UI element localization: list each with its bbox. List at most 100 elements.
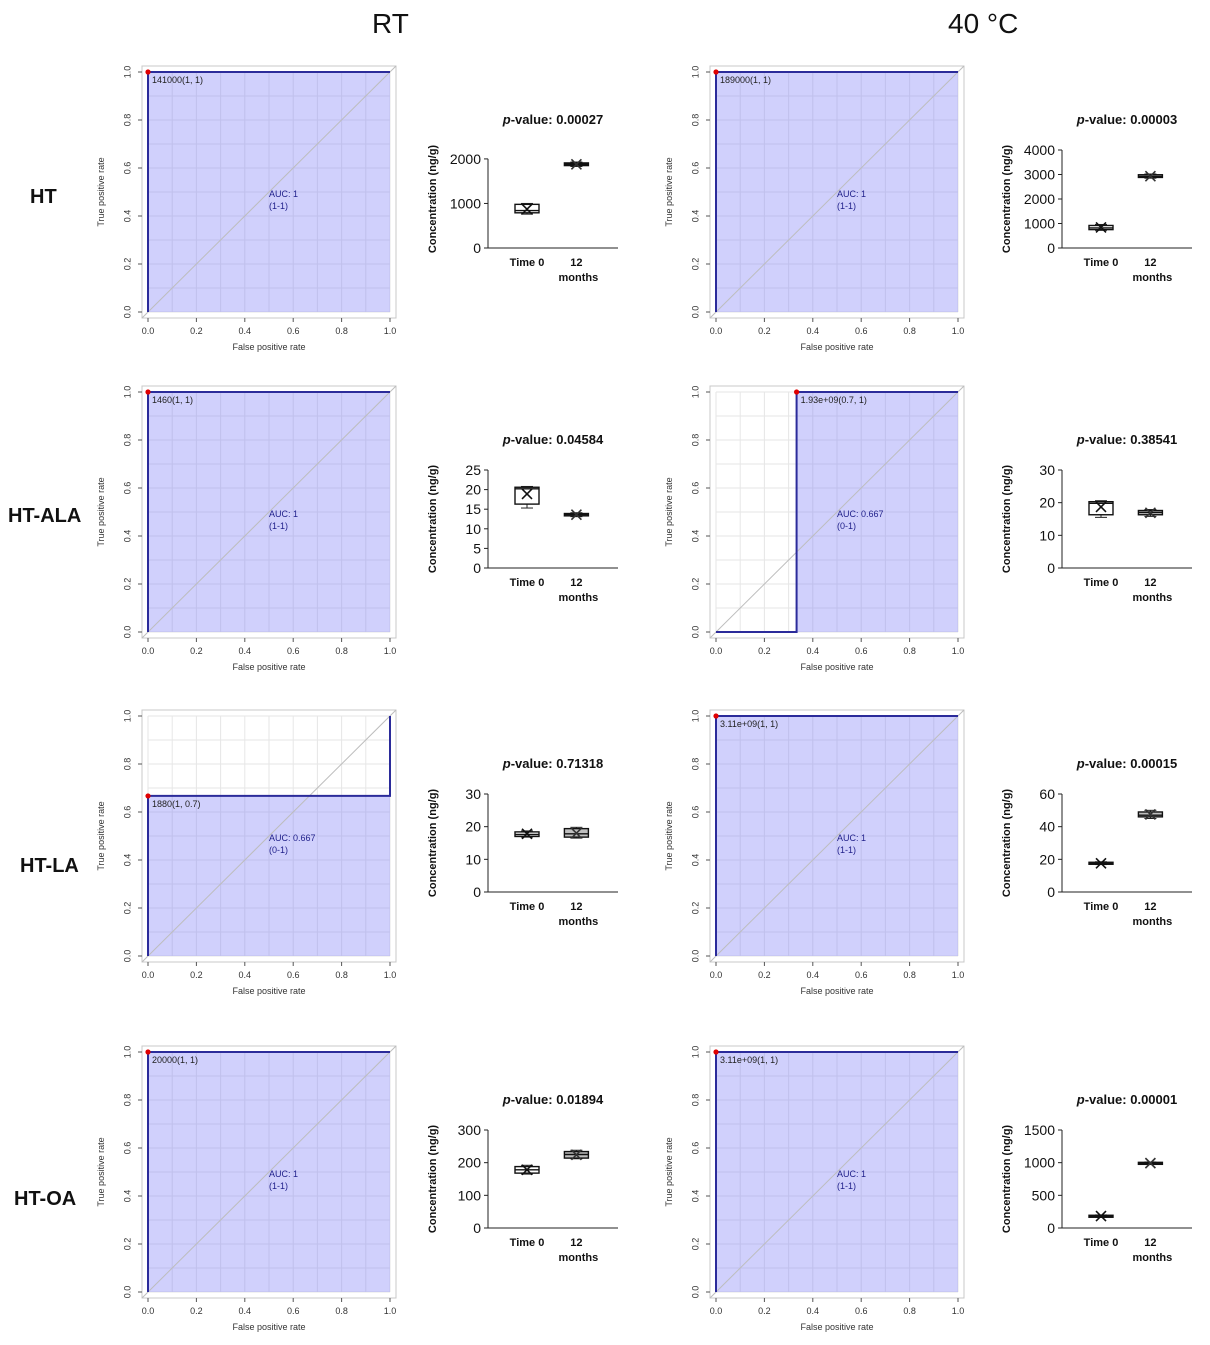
y-tick-label: 1.0	[122, 1046, 132, 1059]
pvalue-value: -value: 0.00001	[1085, 1092, 1178, 1107]
pvalue-p: p	[1076, 756, 1085, 771]
threshold-point	[713, 69, 719, 75]
y-tick-label: 0.0	[122, 1286, 132, 1299]
x-tick-label: 1.0	[384, 1306, 397, 1316]
chance-diagonal	[141, 1045, 397, 1299]
pvalue-value: -value: 0.38541	[1085, 432, 1178, 447]
x-tick-label: 1.0	[384, 646, 397, 656]
y-tick-label: 0.6	[122, 1142, 132, 1155]
pvalue-p: p	[502, 1092, 511, 1107]
x-axis-label: False positive rate	[232, 342, 305, 352]
chance-diagonal	[709, 709, 965, 963]
y-axis-label: True positive rate	[96, 477, 106, 546]
y-axis-label: True positive rate	[664, 157, 674, 226]
auc-label: AUC: 1	[837, 189, 866, 199]
y-tick-label: 40	[1039, 819, 1055, 835]
category-label-time0: Time 0	[1084, 1237, 1119, 1249]
category-label-months: months	[559, 272, 599, 284]
auc-label: AUC: 0.667	[837, 509, 884, 519]
y-axis-label: True positive rate	[96, 1137, 106, 1206]
y-tick-label: 0.4	[690, 210, 700, 223]
category-label-12: 12	[570, 257, 582, 269]
pvalue-title: p-value: 0.01894	[502, 1092, 604, 1107]
category-label-12: 12	[570, 1237, 582, 1249]
category-label-12: 12	[1144, 257, 1156, 269]
category-label-time0: Time 0	[1084, 901, 1119, 913]
threshold-point	[793, 389, 800, 395]
y-tick-label: 1.0	[690, 66, 700, 79]
x-tick-label: 0.0	[142, 970, 155, 980]
x-axis-label: False positive rate	[232, 662, 305, 672]
roc-plot-ht-la-rt: 1880(1, 0.7) AUC: 0.667 (0-1) 0.0 0.0 0.2 0.2 0…	[96, 709, 397, 996]
category-label-12: 12	[1144, 901, 1156, 913]
box-mean-marker	[521, 203, 533, 215]
y-tick-label: 1.0	[690, 386, 700, 399]
y-tick-label: 0.4	[122, 854, 132, 867]
y-tick-label: 300	[458, 1122, 482, 1138]
y-tick-label: 0	[473, 240, 481, 256]
x-tick-label: 0.6	[287, 646, 300, 656]
category-label-months: months	[1133, 1252, 1173, 1264]
roc-plot-ht-rt: 141000(1, 1) AUC: 1 (1-1) 0.0 0.0 0.2 0.2 0.4 0.…	[96, 65, 397, 352]
y-tick-label: 20	[465, 819, 481, 835]
y-tick-label: 0.4	[690, 1190, 700, 1203]
y-tick-label: 0.2	[690, 902, 700, 915]
y-axis-label: Concentration (ng/g)	[427, 145, 439, 253]
y-tick-label: 2000	[450, 151, 481, 167]
y-tick-label: 1000	[450, 195, 481, 211]
y-axis-label: True positive rate	[664, 477, 674, 546]
chance-diagonal	[141, 385, 397, 639]
chance-diagonal	[709, 65, 965, 319]
threshold-point	[713, 713, 719, 719]
x-tick-label: 1.0	[952, 646, 965, 656]
x-tick-label: 0.4	[239, 326, 252, 336]
x-tick-label: 0.0	[710, 646, 723, 656]
pvalue-title: p-value: 0.04584	[502, 432, 604, 447]
y-tick-label: 0.6	[122, 806, 132, 819]
roc-plot-ht-40c: 189000(1, 1) AUC: 1 (1-1) 0.0 0.0 0.2 0.2 0.4 0.…	[664, 65, 965, 352]
category-label-months: months	[559, 592, 599, 604]
y-tick-label: 0.8	[122, 1094, 132, 1107]
y-tick-label: 0.6	[690, 162, 700, 175]
auc-ci-label: (0-1)	[269, 845, 288, 855]
row-header-ht-ala: HT-ALA	[8, 505, 82, 527]
x-tick-label: 0.8	[903, 646, 916, 656]
auc-label: AUC: 1	[269, 1169, 298, 1179]
x-tick-label: 0.4	[807, 970, 820, 980]
pvalue-title: p-value: 0.00015	[1076, 756, 1177, 771]
x-axis-label: False positive rate	[800, 1322, 873, 1332]
x-tick-label: 0.0	[710, 970, 723, 980]
y-tick-label: 1.0	[690, 1046, 700, 1059]
y-tick-label: 0.4	[122, 530, 132, 543]
y-tick-label: 0	[473, 560, 481, 576]
pvalue-value: -value: 0.00015	[1085, 756, 1178, 771]
pvalue-title: p-value: 0.00001	[1076, 1092, 1177, 1107]
x-tick-label: 0.4	[807, 646, 820, 656]
y-tick-label: 60	[1039, 786, 1055, 802]
y-axis-label: Concentration (ng/g)	[427, 789, 439, 897]
y-tick-label: 0.8	[690, 114, 700, 127]
box-plot-ht-oa-40c: p-value: 0.00001 0 500 1000 1500 Concentratio…	[1001, 1092, 1192, 1264]
box-mean-marker	[521, 828, 533, 840]
box-plot-ht-oa-rt: p-value: 0.01894 0 100 200 300 Concentration …	[427, 1092, 618, 1264]
category-label-months: months	[1133, 592, 1173, 604]
y-axis-label: True positive rate	[664, 801, 674, 870]
roc-curve	[716, 391, 958, 633]
box-mean-marker	[570, 509, 582, 521]
box-mean-marker	[1095, 221, 1107, 233]
y-tick-label: 0.6	[690, 806, 700, 819]
x-tick-label: 0.4	[239, 1306, 252, 1316]
y-axis-label: True positive rate	[96, 157, 106, 226]
category-label-12: 12	[1144, 1237, 1156, 1249]
roc-plot-ht-oa-rt: 20000(1, 1) AUC: 1 (1-1) 0.0 0.0 0.2 0.2 0.4 0.4…	[96, 1045, 397, 1332]
threshold-point	[145, 793, 151, 799]
box-plot-ht-ala-40c: p-value: 0.38541 0 10 20 30 Concentration (ng…	[1001, 432, 1192, 604]
x-tick-label: 0.4	[807, 1306, 820, 1316]
roc-plot-ht-la-40c: 3.11e+09(1, 1) AUC: 1 (1-1) 0.0 0.0 0.2 0.2 0.4…	[664, 709, 965, 996]
row-header-ht-la: HT-LA	[20, 855, 79, 877]
x-tick-label: 0.8	[335, 646, 348, 656]
y-tick-label: 25	[465, 462, 481, 478]
y-axis-label: Concentration (ng/g)	[1001, 789, 1013, 897]
auc-label: AUC: 1	[837, 1169, 866, 1179]
y-tick-label: 15	[465, 501, 481, 517]
